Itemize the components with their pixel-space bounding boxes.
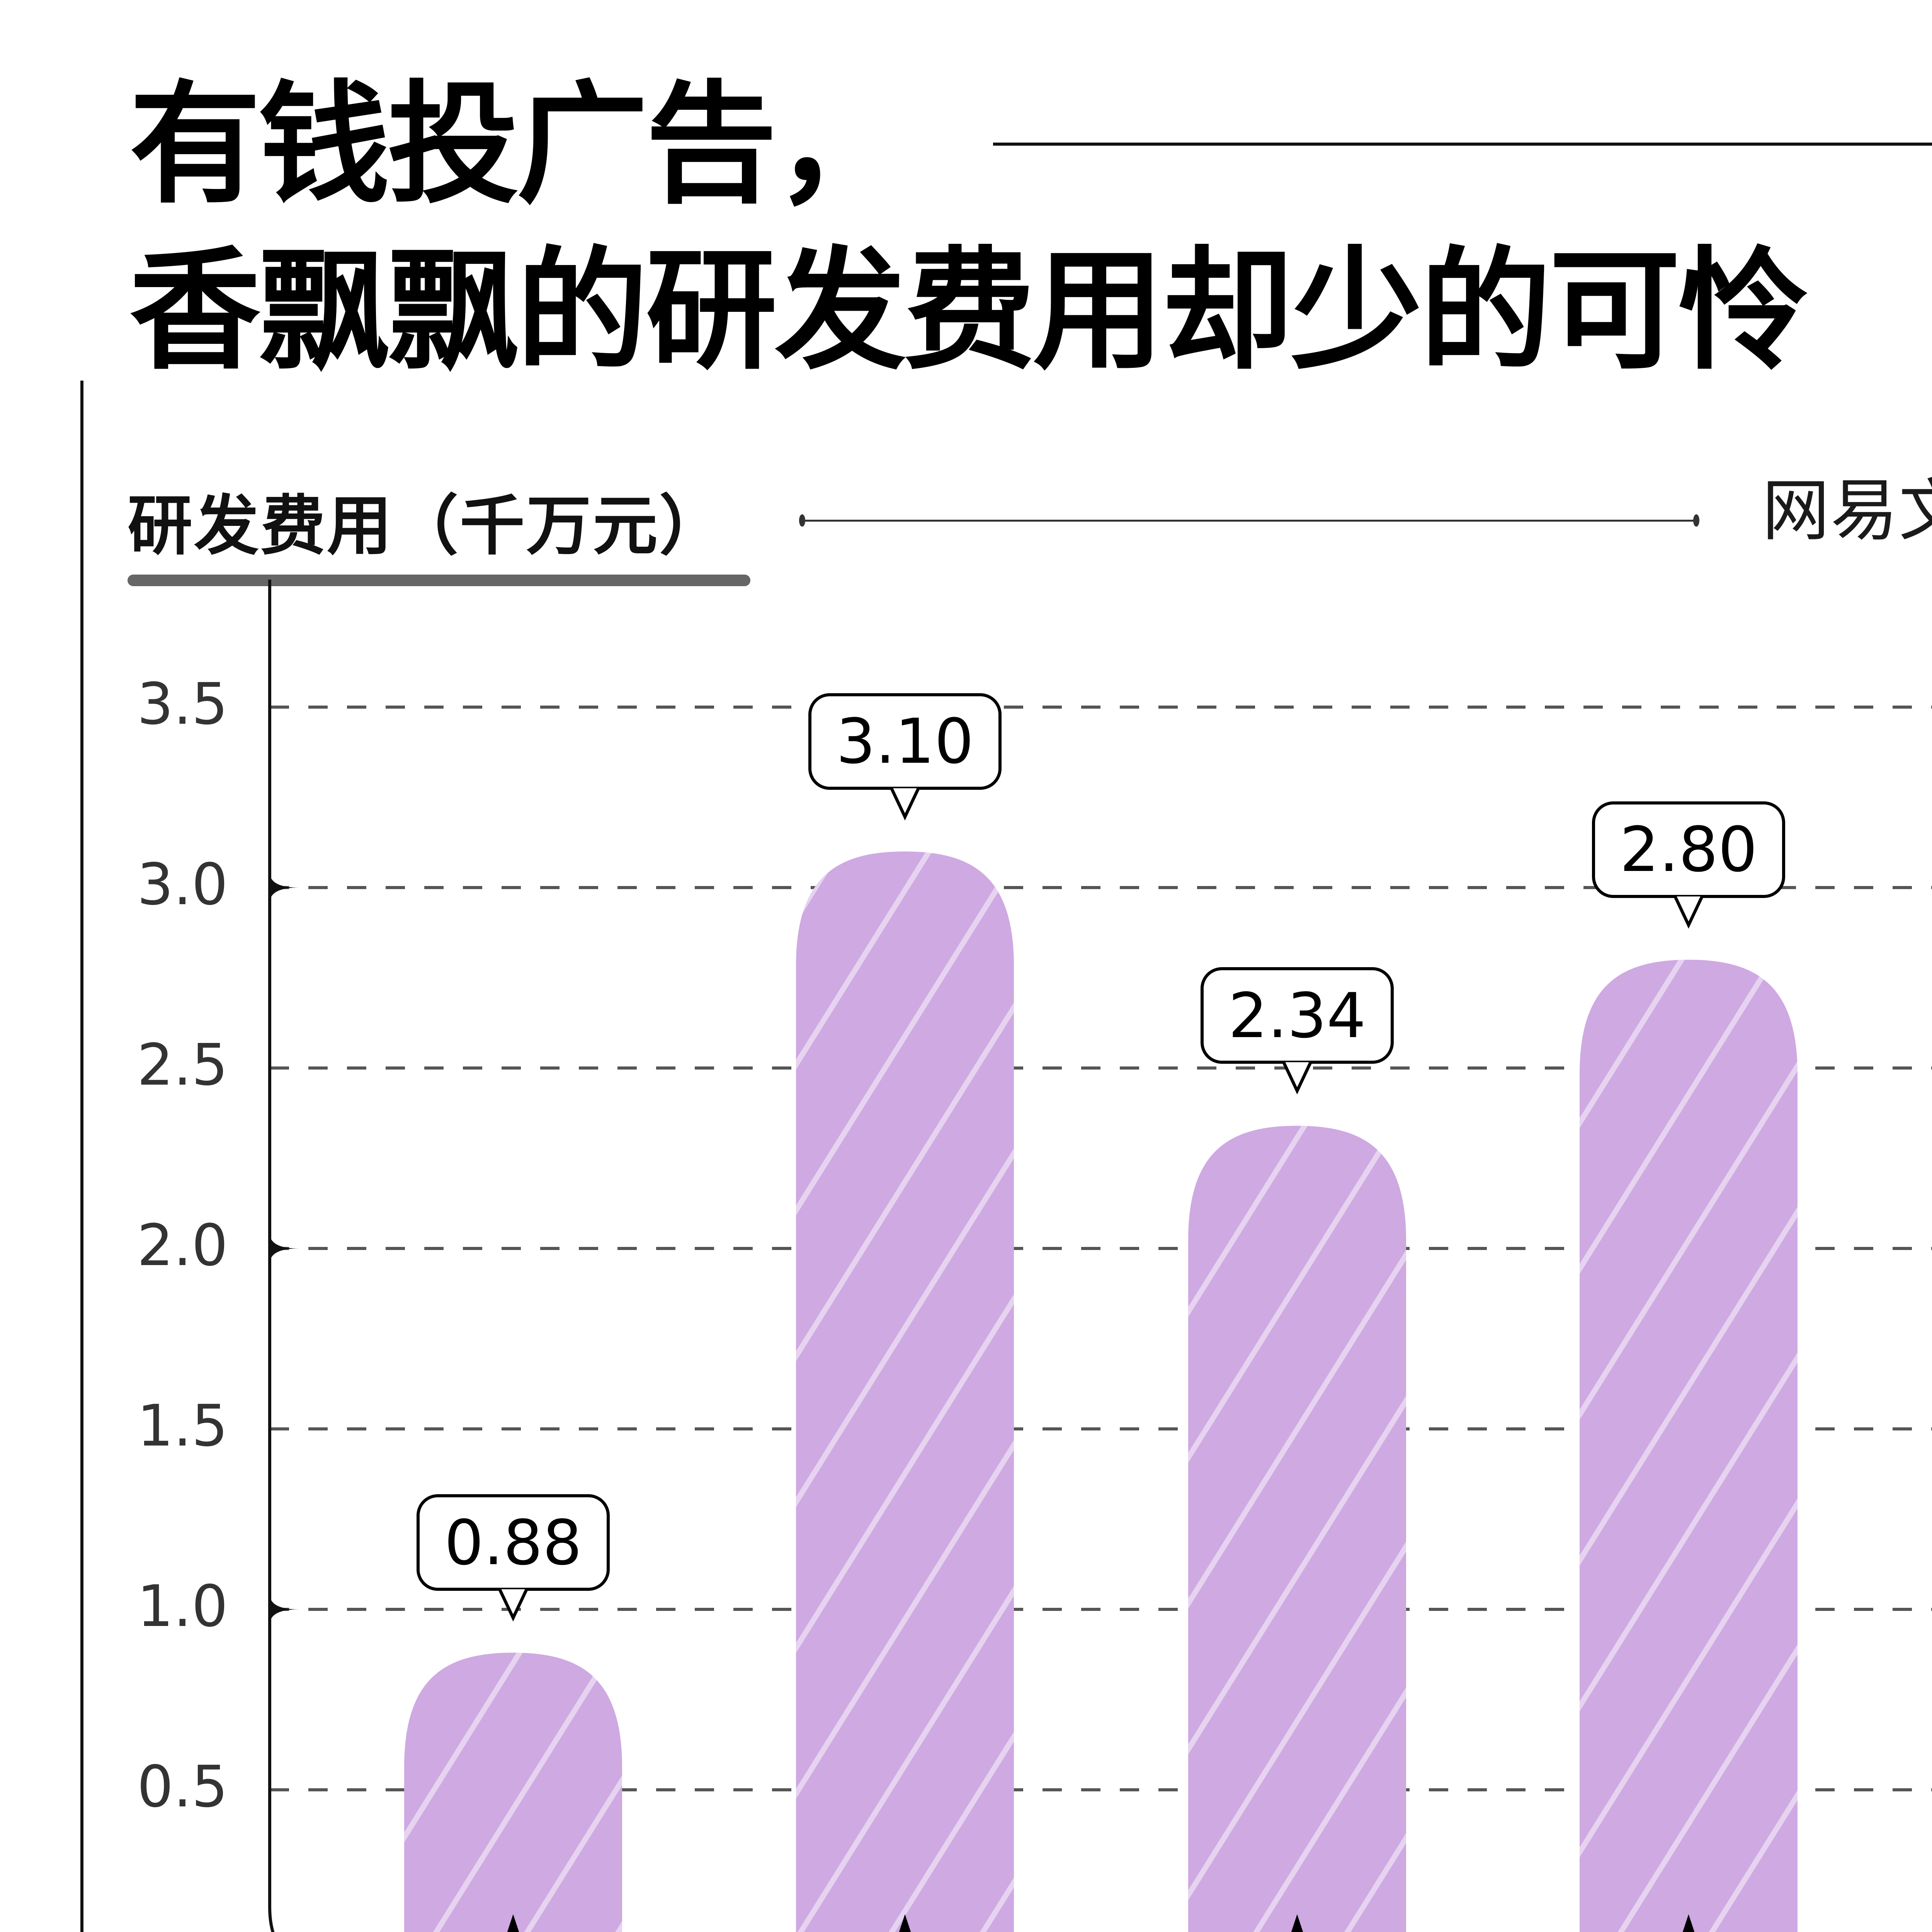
header-connector-line (799, 514, 1699, 527)
connector-dot-right-icon (1693, 514, 1699, 527)
value-callout: 2.80 (1592, 801, 1785, 929)
bar (404, 1653, 622, 1932)
value-callout: 3.10 (808, 693, 1002, 820)
value-callout: 2.34 (1201, 967, 1394, 1095)
connector-dot-left-icon (799, 514, 805, 527)
callout-pointer-icon (1282, 1061, 1312, 1095)
brand-logo: 网易文创 NetEase / 数读 (1762, 462, 1932, 570)
y-tick-label: 2.5 (137, 1032, 228, 1098)
logo-name-cn: 网易文创 (1762, 472, 1932, 550)
bar-base-triangle-icon (1682, 1914, 1695, 1932)
y-tick-label: 3.5 (137, 671, 228, 737)
bar (1580, 959, 1798, 1932)
axis-tick-marker-icon (270, 1233, 299, 1264)
bars (404, 851, 1798, 1932)
y-tick-label: 1.5 (137, 1393, 228, 1459)
axis-markers (270, 872, 299, 1625)
y-axis-unit-label: 研发费用（千万元） (128, 488, 726, 564)
value-label: 0.88 (417, 1494, 610, 1591)
value-callout: 0.88 (417, 1494, 610, 1622)
callout-pointer-icon (498, 1588, 528, 1622)
axis-tick-marker-icon (270, 1594, 299, 1625)
title-backdrop (58, 58, 993, 381)
page-title-line-2: 香飘飘的研发费用却少的可怜 (129, 235, 1810, 388)
axes (268, 580, 275, 1932)
callout-pointer-icon (1673, 896, 1704, 929)
y-tick-label: 0.5 (137, 1753, 228, 1820)
axis-tick-marker-icon (270, 872, 299, 903)
value-label: 2.80 (1592, 801, 1785, 898)
axis-line (268, 580, 275, 1932)
bar-base-triangle-icon (899, 1914, 911, 1932)
page-title-line-1: 有钱投广告， (129, 68, 906, 221)
bar (796, 851, 1014, 1932)
y-tick-label: 1.0 (137, 1573, 228, 1639)
bar-base-triangle-icon (507, 1914, 519, 1932)
value-label: 2.34 (1201, 967, 1394, 1064)
callout-pointer-icon (890, 787, 920, 820)
y-tick-label: 2.0 (137, 1212, 228, 1279)
bar-base-triangle-icon (1291, 1914, 1303, 1932)
unit-underline (128, 575, 750, 586)
y-tick-label: 3.0 (137, 851, 228, 918)
connector-line (801, 520, 1697, 522)
value-label: 3.10 (808, 693, 1002, 790)
bar (1188, 1126, 1406, 1932)
